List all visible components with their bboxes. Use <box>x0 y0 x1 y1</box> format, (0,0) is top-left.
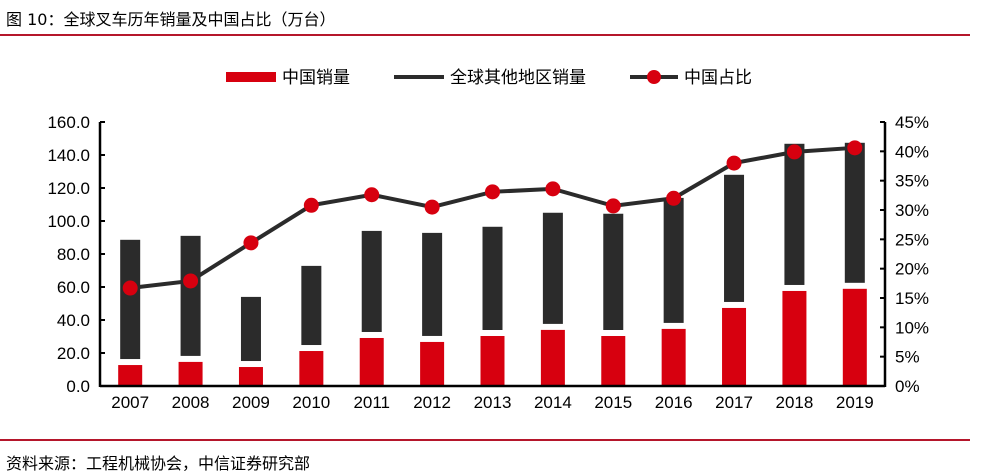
x-tick-label: 2010 <box>292 393 330 412</box>
left-tick-label: 40.0 <box>57 311 90 330</box>
share-marker-2015 <box>605 198 621 214</box>
share-marker-2017 <box>726 155 742 171</box>
bar-other-2018 <box>784 143 805 285</box>
right-tick-label: 5% <box>895 348 920 367</box>
right-tick-label: 10% <box>895 318 929 337</box>
share-marker-2008 <box>183 273 199 289</box>
left-tick-label: 80.0 <box>57 245 90 264</box>
bar-other-2015 <box>603 213 624 331</box>
bar-china-2015 <box>601 336 626 386</box>
bar-china-2008 <box>178 361 203 386</box>
right-tick-label: 15% <box>895 289 929 308</box>
x-tick-label: 2017 <box>715 393 753 412</box>
source-rule <box>0 439 970 441</box>
bar-china-2010 <box>299 351 324 386</box>
right-tick-label: 40% <box>895 142 929 161</box>
share-marker-2007 <box>122 280 138 296</box>
bar-other-2016 <box>663 197 684 323</box>
legend-swatch-share-marker <box>647 70 661 84</box>
bar-other-2017 <box>724 174 745 302</box>
legend-swatch-china <box>226 72 276 82</box>
bar-china-2009 <box>238 367 263 386</box>
share-marker-2018 <box>786 144 802 160</box>
left-tick-label: 100.0 <box>47 212 90 231</box>
bar-other-2011 <box>361 230 382 332</box>
right-tick-label: 35% <box>895 172 929 191</box>
right-tick-label: 25% <box>895 230 929 249</box>
right-tick-label: 30% <box>895 201 929 220</box>
bar-china-2017 <box>722 307 747 386</box>
left-tick-label: 0.0 <box>66 377 90 396</box>
share-marker-2013 <box>485 184 500 200</box>
share-marker-2014 <box>545 181 561 197</box>
right-tick-label: 20% <box>895 260 929 279</box>
x-tick-label: 2014 <box>534 393 572 412</box>
bar-other-2019 <box>844 142 865 283</box>
left-tick-label: 120.0 <box>47 179 90 198</box>
legend-label-share: 中国占比 <box>684 68 752 87</box>
share-marker-2012 <box>424 199 440 215</box>
legend-label-china: 中国销量 <box>282 68 350 87</box>
x-tick-label: 2012 <box>413 393 451 412</box>
x-tick-label: 2016 <box>655 393 693 412</box>
bar-other-2009 <box>240 296 261 362</box>
bar-other-2010 <box>301 265 322 346</box>
bar-other-2013 <box>482 226 503 331</box>
x-tick-label: 2007 <box>111 393 149 412</box>
share-marker-2009 <box>243 235 259 251</box>
x-tick-label: 2008 <box>172 393 210 412</box>
left-tick-label: 160.0 <box>47 113 90 132</box>
left-tick-label: 140.0 <box>47 146 90 165</box>
bar-other-2008 <box>180 235 201 356</box>
share-marker-2010 <box>303 197 319 213</box>
legend-label-other: 全球其他地区销量 <box>450 68 586 87</box>
x-tick-label: 2009 <box>232 393 270 412</box>
share-marker-2011 <box>364 187 380 203</box>
x-tick-label: 2019 <box>836 393 874 412</box>
left-tick-label: 60.0 <box>57 278 90 297</box>
x-tick-label: 2011 <box>353 393 390 412</box>
x-tick-label: 2018 <box>776 393 814 412</box>
bar-china-2016 <box>661 328 686 386</box>
bar-other-2007 <box>120 239 141 360</box>
bar-other-2014 <box>542 212 563 324</box>
bar-china-2011 <box>359 337 384 386</box>
x-tick-label: 2015 <box>594 393 632 412</box>
x-tick-label: 2013 <box>474 393 512 412</box>
share-marker-2016 <box>666 190 682 206</box>
bar-china-2007 <box>118 365 143 386</box>
left-tick-label: 20.0 <box>57 344 90 363</box>
right-tick-label: 45% <box>895 113 929 132</box>
bar-china-2018 <box>782 290 807 386</box>
right-tick-label: 0% <box>895 377 920 396</box>
bar-china-2013 <box>480 336 505 386</box>
source-note: 资料来源：工程机械协会，中信证券研究部 <box>6 454 311 472</box>
bar-china-2019 <box>842 288 867 386</box>
bar-china-2012 <box>420 341 445 386</box>
figure-title: 图 10：全球叉车历年销量及中国占比（万台） <box>6 10 336 29</box>
title-rule <box>0 34 970 36</box>
bar-other-2012 <box>422 232 443 336</box>
bar-china-2014 <box>540 329 565 386</box>
share-marker-2019 <box>847 140 863 156</box>
